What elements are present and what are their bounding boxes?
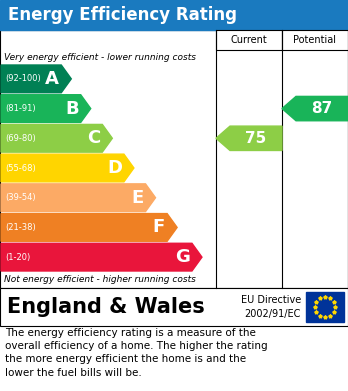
- Bar: [0, 288, 348, 326]
- Text: EU Directive
2002/91/EC: EU Directive 2002/91/EC: [241, 295, 301, 319]
- Bar: [216, 30, 282, 50]
- Bar: [282, 30, 348, 50]
- Text: Potential: Potential: [293, 35, 337, 45]
- Text: C: C: [87, 129, 100, 147]
- Text: The energy efficiency rating is a measure of the
overall efficiency of a home. T: The energy efficiency rating is a measur…: [5, 328, 268, 378]
- Polygon shape: [282, 97, 348, 121]
- Text: (55-68): (55-68): [5, 163, 36, 172]
- Bar: [0, 30, 348, 288]
- Text: G: G: [175, 248, 190, 266]
- Polygon shape: [1, 124, 112, 152]
- Polygon shape: [1, 213, 177, 241]
- Text: Very energy efficient - lower running costs: Very energy efficient - lower running co…: [4, 52, 196, 61]
- Text: (92-100): (92-100): [5, 74, 41, 83]
- Polygon shape: [1, 95, 91, 122]
- Text: (69-80): (69-80): [5, 134, 36, 143]
- Text: A: A: [45, 70, 59, 88]
- Polygon shape: [1, 184, 156, 212]
- Text: B: B: [65, 100, 79, 118]
- Text: England & Wales: England & Wales: [7, 297, 205, 317]
- Text: Not energy efficient - higher running costs: Not energy efficient - higher running co…: [4, 276, 196, 285]
- Bar: [306, 292, 344, 322]
- Text: Energy Efficiency Rating: Energy Efficiency Rating: [8, 6, 237, 24]
- Text: (21-38): (21-38): [5, 223, 36, 232]
- Text: 87: 87: [311, 101, 333, 116]
- Polygon shape: [1, 243, 202, 271]
- Text: D: D: [107, 159, 122, 177]
- Polygon shape: [216, 126, 282, 151]
- Text: E: E: [131, 189, 143, 207]
- Text: (1-20): (1-20): [5, 253, 30, 262]
- Polygon shape: [1, 154, 134, 182]
- Polygon shape: [1, 65, 71, 93]
- Bar: [0, 0, 348, 30]
- Text: 75: 75: [245, 131, 267, 146]
- Text: (39-54): (39-54): [5, 193, 35, 202]
- Text: (81-91): (81-91): [5, 104, 35, 113]
- Text: F: F: [153, 219, 165, 237]
- Text: Current: Current: [231, 35, 267, 45]
